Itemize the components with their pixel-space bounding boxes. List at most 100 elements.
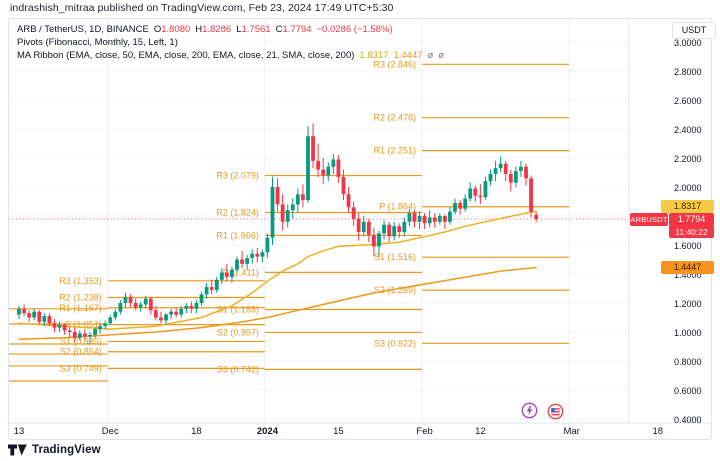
candle-body (270, 187, 275, 238)
candle-body (311, 136, 315, 161)
price-tick-label: 0.8000 (674, 357, 702, 367)
ma_fast-curve (18, 210, 537, 330)
candle-body (366, 221, 371, 235)
candle-body (189, 305, 194, 309)
ma-ribbon-title: MA Ribbon (EMA, close, 50, EMA, close, 2… (17, 50, 355, 61)
candle-body (240, 259, 244, 264)
candle-body (255, 253, 260, 257)
candle-body (285, 210, 290, 222)
pivot-label-S1: S1 (0.935) (60, 336, 102, 346)
ma-empty-value-1: ø (427, 50, 434, 61)
candle-body (47, 316, 52, 324)
time-tick-label: 15 (333, 426, 344, 437)
candle-body (83, 333, 87, 337)
candle-body (133, 303, 138, 308)
candle-body (169, 311, 173, 315)
candle-body (346, 194, 351, 208)
boost-icon[interactable] (521, 402, 538, 419)
candle-body (275, 187, 280, 205)
price-tick-label: 1.2000 (674, 299, 702, 309)
ohlc-C: C1.7794 (275, 24, 312, 35)
symbol-legend-row[interactable]: ARB / TetherUS, 1D, BINANCE O1.8080 H1.828… (17, 23, 444, 36)
candle-body (148, 298, 153, 311)
candle-body (235, 259, 239, 270)
candle-body (397, 226, 402, 232)
publish-note: indrashish_mitraa published on TradingVi… (10, 2, 394, 14)
candle-body (356, 218, 361, 232)
candle-body (442, 216, 447, 222)
time-tick-label: Mar (563, 426, 580, 437)
candle-body (372, 234, 376, 247)
candle-body (382, 224, 386, 234)
candle-body (437, 216, 442, 222)
pivot-label-S1: S1 (1.155) (217, 305, 259, 315)
ma-fast-value: 1.8317 (359, 50, 389, 61)
change-value: −0.0286 (−1.58%) (316, 24, 393, 35)
pivot-label-P: P (1.864) (379, 202, 416, 212)
candle-body (143, 298, 148, 305)
tradingview-logo-icon (8, 444, 27, 456)
candle-body (118, 303, 123, 312)
candle-body (513, 171, 518, 183)
candle-body (153, 310, 158, 318)
pivots-indicator-title: Pivots (Fibonacci, Monthly, 15, Left, 1) (17, 37, 178, 48)
candle-body (174, 311, 179, 315)
candle-body (77, 333, 82, 338)
candle-body (503, 163, 508, 174)
candle-body (42, 316, 47, 322)
price-tick-label: 1.4000 (674, 270, 702, 280)
candle-body (407, 213, 412, 222)
tradingview-brand[interactable]: TradingView (8, 442, 101, 458)
candle-body (529, 178, 533, 212)
candle-body (427, 217, 432, 224)
candle-body (164, 314, 168, 321)
chart-card: R3 (1.353) R2 (1.238) R1 (1.167) P (1.051) S… (8, 18, 716, 440)
candle-body (448, 211, 452, 222)
candle-body (483, 181, 488, 198)
ma-fast-price-label: 1.8317 (661, 200, 714, 213)
candle-body (417, 216, 422, 222)
candle-body (27, 313, 32, 318)
candle-body (138, 304, 143, 308)
candle-body (62, 324, 67, 331)
candle-body (184, 305, 189, 309)
candle-body (219, 272, 224, 280)
price-tick-label: 1.6000 (674, 241, 702, 251)
candle-body (179, 308, 184, 315)
candle-body (113, 311, 118, 318)
candle-body (290, 204, 295, 211)
candle-body (52, 323, 57, 328)
ma_slow-curve (18, 266, 537, 341)
candle-body (103, 323, 108, 327)
candle-body (392, 226, 397, 237)
candle-body (488, 173, 493, 182)
candle-body (524, 166, 528, 179)
pivot-label-R2: R2 (1.824) (216, 208, 259, 218)
time-tick-label: 18 (191, 426, 202, 437)
candle-body (493, 168, 498, 174)
candle-body (402, 221, 407, 232)
price-chart[interactable]: R3 (1.353) R2 (1.238)R1 (1.167) P (1.051) S… (9, 19, 711, 439)
candle-body (498, 163, 503, 169)
candle-body (377, 233, 381, 247)
currency-toggle[interactable]: USDT (672, 22, 716, 39)
pivot-label-S3: S3 (0.749) (60, 363, 102, 373)
candle-body (209, 287, 214, 290)
time-tick-label: Feb (416, 426, 433, 437)
candle-body (341, 176, 346, 195)
event-flag-icon[interactable] (547, 403, 564, 420)
price-tick-label: 3.0000 (674, 38, 702, 48)
candle-body (123, 297, 128, 303)
candle-body (108, 317, 113, 324)
candle-body (387, 224, 392, 237)
candle-body (478, 195, 483, 198)
pivots-legend-row[interactable]: Pivots (Fibonacci, Monthly, 15, Left, 1) (17, 36, 444, 49)
pivot-label-S2: S2 (0.997) (217, 327, 259, 337)
candle-body (93, 329, 97, 335)
ma-ribbon-legend-row[interactable]: MA Ribbon (EMA, close, 50, EMA, close, 2… (17, 49, 444, 62)
candle-body (463, 198, 468, 209)
pivot-label-R2: R2 (1.238) (59, 292, 102, 302)
time-tick-label: 18 (652, 426, 664, 437)
candle-body (301, 194, 305, 201)
candle-body (32, 311, 37, 318)
